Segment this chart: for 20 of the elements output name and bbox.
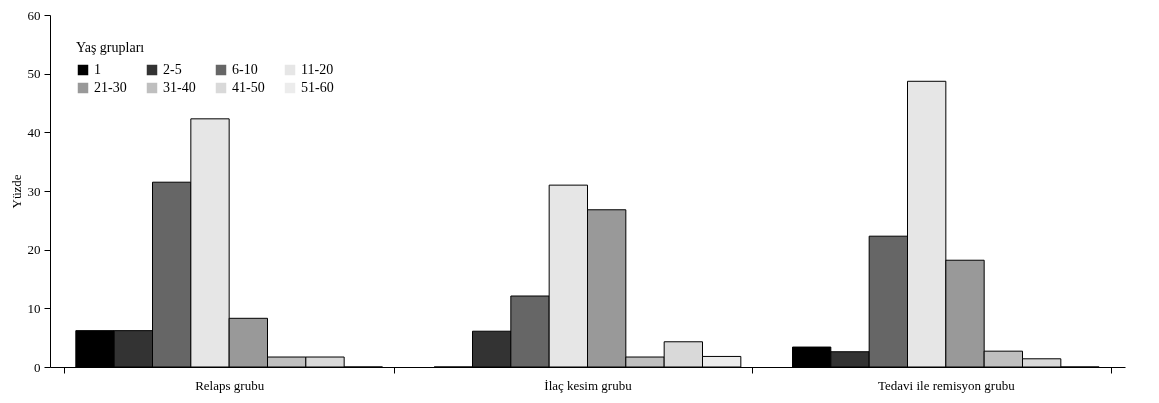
legend-title: Yaş grupları [76,40,145,55]
y-tick-label: 60 [27,7,41,23]
x-tick-label: Tedavi ile remisyon grubu [878,377,1016,393]
y-tick-label: 50 [27,66,41,82]
x-tick-label: Relaps grubu [195,377,265,393]
y-tick-label: 40 [27,124,41,140]
y-axis-title: Yüzde [8,174,24,209]
y-tick-label: 30 [27,183,41,199]
legend-label: 1 [94,62,101,77]
legend-label: 31-40 [163,80,196,95]
y-tick-label: 20 [27,242,41,258]
legend-label: 51-60 [301,80,334,95]
y-tick-label: 10 [27,300,41,316]
y-tick-label: 0 [34,359,41,375]
legend-label: 41-50 [232,80,265,95]
legend-label: 6-10 [232,62,258,77]
x-tick-label: İlaç kesim grubu [544,377,633,393]
legend-label: 2-5 [163,62,182,77]
legend-label: 11-20 [301,62,334,77]
legend-label: 21-30 [94,80,127,95]
